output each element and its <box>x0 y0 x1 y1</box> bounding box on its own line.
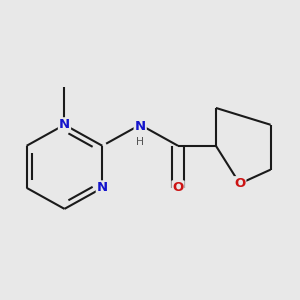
Text: N: N <box>97 182 108 194</box>
Text: N: N <box>135 120 146 133</box>
Text: O: O <box>234 177 245 190</box>
Text: O: O <box>172 182 184 194</box>
Text: N: N <box>59 118 70 131</box>
Text: H: H <box>136 136 144 146</box>
